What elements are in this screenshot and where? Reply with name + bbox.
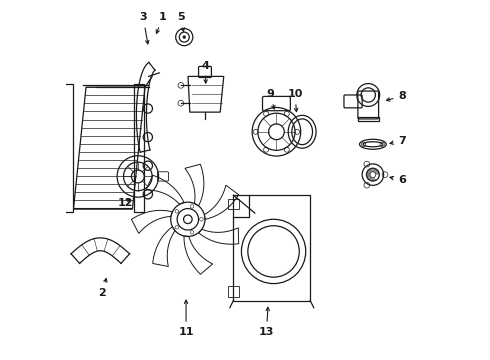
Circle shape (183, 36, 186, 39)
Text: 11: 11 (178, 300, 194, 337)
Text: 13: 13 (259, 307, 274, 337)
Text: 8: 8 (387, 91, 406, 101)
Text: 4: 4 (202, 61, 210, 83)
Text: 5: 5 (177, 13, 185, 31)
Text: 1: 1 (156, 13, 167, 33)
Text: 3: 3 (139, 13, 149, 44)
Bar (228, 199, 239, 210)
Text: 2: 2 (98, 279, 107, 297)
Bar (228, 286, 239, 297)
Bar (134, 84, 144, 212)
Text: 7: 7 (390, 136, 406, 146)
Bar (233, 195, 310, 301)
Text: 10: 10 (287, 89, 303, 112)
Text: 9: 9 (266, 89, 275, 109)
Text: 12: 12 (118, 198, 133, 208)
Text: 6: 6 (390, 175, 406, 185)
Bar (59, 84, 73, 212)
Bar (358, 117, 379, 121)
